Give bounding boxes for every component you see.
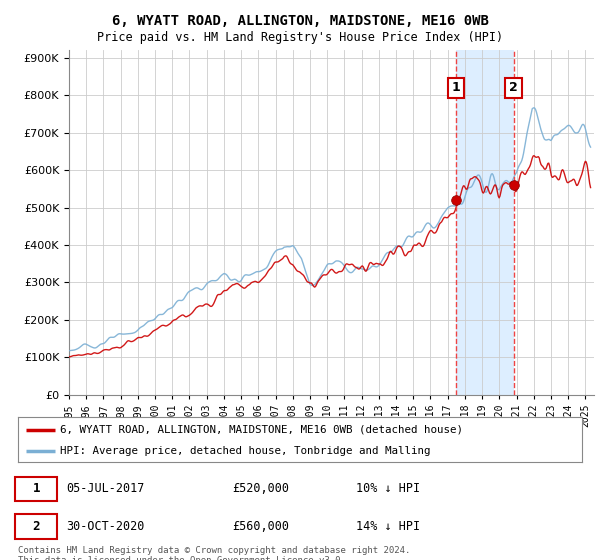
Text: 6, WYATT ROAD, ALLINGTON, MAIDSTONE, ME16 0WB: 6, WYATT ROAD, ALLINGTON, MAIDSTONE, ME1…	[112, 14, 488, 28]
Text: 6, WYATT ROAD, ALLINGTON, MAIDSTONE, ME16 0WB (detached house): 6, WYATT ROAD, ALLINGTON, MAIDSTONE, ME1…	[60, 424, 463, 435]
Text: 2: 2	[32, 520, 40, 533]
Text: 1: 1	[32, 482, 40, 495]
Bar	[456, 50, 514, 395]
Text: 05-JUL-2017: 05-JUL-2017	[66, 482, 145, 495]
Text: 1: 1	[452, 81, 461, 94]
Text: Price paid vs. HM Land Registry's House Price Index (HPI): Price paid vs. HM Land Registry's House …	[97, 31, 503, 44]
Text: Contains HM Land Registry data © Crown copyright and database right 2024.
This d: Contains HM Land Registry data © Crown c…	[18, 546, 410, 560]
FancyBboxPatch shape	[15, 515, 58, 539]
Text: 10% ↓ HPI: 10% ↓ HPI	[356, 482, 421, 495]
Text: HPI: Average price, detached house, Tonbridge and Malling: HPI: Average price, detached house, Tonb…	[60, 446, 431, 456]
Text: 14% ↓ HPI: 14% ↓ HPI	[356, 520, 421, 533]
FancyBboxPatch shape	[15, 477, 58, 501]
Text: 2: 2	[509, 81, 518, 94]
Text: £520,000: £520,000	[232, 482, 289, 495]
Text: 30-OCT-2020: 30-OCT-2020	[66, 520, 145, 533]
Text: £560,000: £560,000	[232, 520, 289, 533]
